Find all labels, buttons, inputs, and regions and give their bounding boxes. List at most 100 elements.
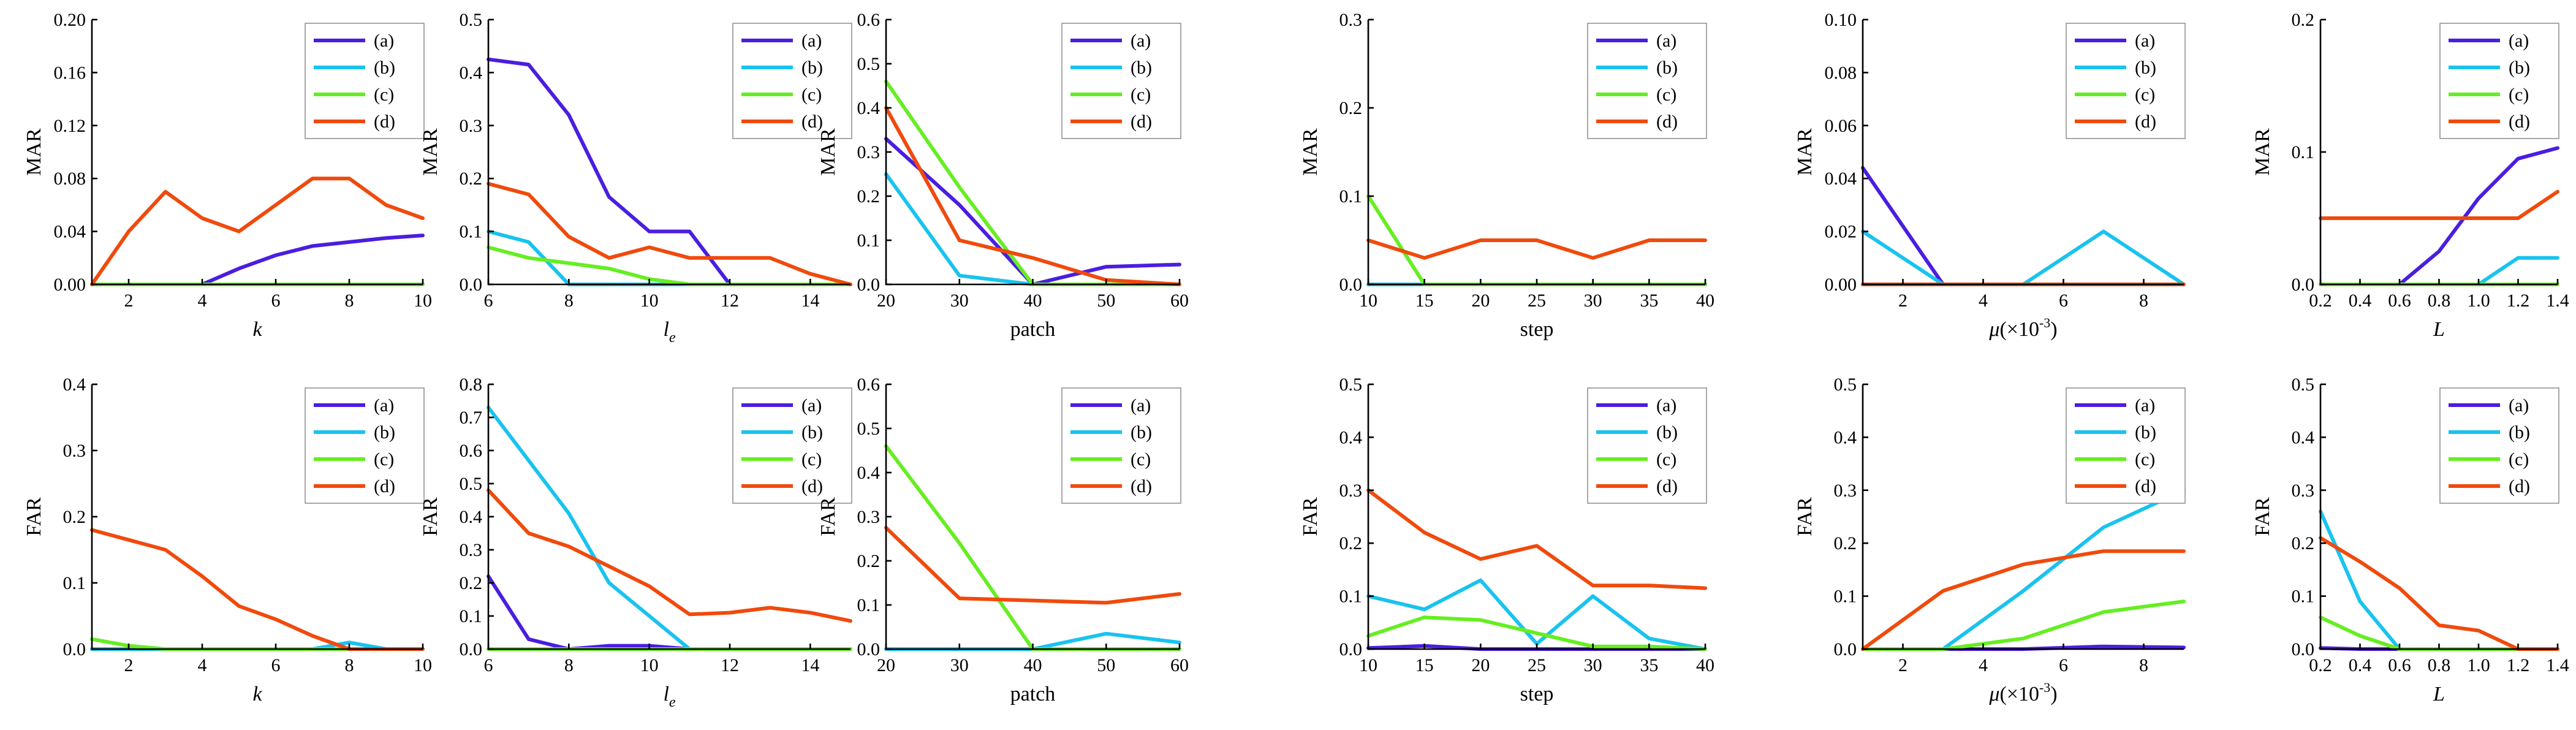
legend-label-c: (c) [2135, 449, 2155, 470]
y-tick-label: 0.04 [54, 222, 86, 242]
legend-label-c: (c) [374, 85, 394, 105]
y-axis-label: FAR [2251, 497, 2274, 536]
legend-label-d: (d) [374, 476, 395, 496]
y-tick-label: 0.1 [1834, 587, 1857, 607]
legend-label-b: (b) [2509, 58, 2530, 78]
legend-box [305, 387, 425, 504]
y-tick-label: 0.3 [1834, 481, 1857, 501]
x-axis-label: step [1520, 318, 1554, 341]
x-tick-label: 4 [198, 655, 207, 675]
y-tick-label: 0.0 [1339, 275, 1363, 295]
series-line-d [487, 488, 852, 623]
y-tick-label: 0.06 [1825, 116, 1857, 136]
y-tick-label: 0.5 [857, 54, 881, 74]
x-tick-label: 6 [484, 291, 493, 311]
x-tick-label: 8 [564, 291, 574, 311]
chart-3: 20 30 40 50 60 0.0 0.1 0.2 0.3 0.4 0.5 0.6 MAR patch (… [817, 10, 1189, 341]
series-line-a [884, 137, 1181, 286]
y-tick-label: 0.5 [460, 10, 483, 30]
legend-label-b: (b) [2135, 422, 2156, 443]
legend: (a) (b) (c) (d) [2439, 23, 2559, 139]
x-tick-label: 8 [2139, 291, 2148, 311]
legend-label-d: (d) [1656, 112, 1678, 132]
y-tick-label: 0.1 [857, 595, 881, 615]
y-tick-label: 0.6 [460, 441, 483, 461]
y-tick-label: 0.2 [857, 186, 881, 207]
series-line-b [1366, 578, 1707, 651]
legend-label-c: (c) [374, 449, 394, 470]
x-tick-label: 40 [1696, 291, 1714, 311]
y-tick-label: 0.0 [460, 639, 483, 660]
x-tick-label: 10 [1359, 655, 1377, 675]
x-tick-label: 6 [271, 291, 281, 311]
legend-box [1061, 23, 1181, 139]
x-tick-label: 0.8 [2428, 655, 2451, 675]
y-tick-label: 0.08 [1825, 63, 1857, 83]
y-tick-label: 0.1 [857, 230, 881, 251]
x-tick-label: 60 [1170, 655, 1189, 675]
y-tick-label: 0.1 [460, 222, 483, 242]
legend-label-a: (a) [2135, 395, 2155, 416]
y-tick-label: 0.00 [54, 275, 86, 295]
legend-label-a: (a) [1656, 395, 1676, 416]
x-tick-label: 60 [1170, 291, 1189, 311]
x-axis-label: le [663, 318, 675, 346]
y-axis-label: FAR [23, 497, 45, 536]
x-tick-label: 50 [1097, 291, 1115, 311]
legend-box [2439, 23, 2559, 139]
y-tick-label: 0.4 [1339, 427, 1363, 447]
x-tick-label: 0.2 [2309, 291, 2332, 311]
chart-2: 6 8 10 12 14 0.0 0.1 0.2 0.3 0.4 0.5 MAR le (a) (b) (c)… [419, 10, 852, 346]
x-tick-label: 0.4 [2349, 655, 2372, 675]
x-tick-label: 12 [721, 655, 739, 675]
legend: (a) (b) (c) (d) [2066, 23, 2186, 139]
x-tick-label: 10 [640, 291, 659, 311]
x-tick-label: 1.0 [2467, 655, 2490, 675]
y-tick-label: 0.2 [1834, 533, 1857, 553]
x-tick-label: 6 [2059, 291, 2068, 311]
chart-11: 2 4 6 80.00.10.20.30.40.5FARμ(×10-3)(a)(b)(… [1794, 375, 2186, 705]
y-tick-label: 0.0 [460, 275, 483, 295]
y-tick-label: 0.0 [2292, 639, 2315, 660]
legend-label-d: (d) [1656, 476, 1678, 496]
x-tick-label: 0.6 [2388, 655, 2411, 675]
x-tick-label: 8 [2139, 655, 2148, 675]
y-tick-label: 0.08 [54, 169, 86, 189]
legend-label-a: (a) [1131, 31, 1151, 51]
y-tick-label: 0.2 [2292, 10, 2315, 30]
y-tick-label: 0.4 [2292, 427, 2315, 447]
y-tick-label: 0.2 [1339, 98, 1363, 118]
y-tick-label: 0.16 [54, 63, 86, 83]
y-tick-label: 0.4 [460, 507, 483, 527]
legend-label-d: (d) [801, 112, 823, 132]
y-axis-label: FAR [1299, 497, 1322, 536]
y-axis-label: MAR [817, 128, 839, 176]
legend-label-a: (a) [801, 31, 822, 51]
legend-label-d: (d) [2509, 476, 2530, 496]
x-tick-label: 0.4 [2349, 291, 2372, 311]
x-tick-label: 8 [564, 655, 574, 675]
legend-label-c: (c) [2135, 85, 2155, 105]
x-axis-label: le [663, 683, 675, 710]
x-tick-label: 1.2 [2507, 291, 2530, 311]
x-tick-label: 30 [950, 655, 969, 675]
legend-label-a: (a) [2135, 31, 2155, 51]
legend-label-d: (d) [2135, 112, 2156, 132]
x-tick-label: 14 [801, 655, 819, 675]
x-tick-label: 40 [1024, 291, 1042, 311]
y-tick-label: 0.3 [63, 441, 86, 461]
y-tick-label: 0.2 [1339, 533, 1363, 553]
legend-label-d: (d) [2509, 112, 2530, 132]
x-tick-label: 40 [1024, 655, 1042, 675]
x-axis-label: L [2433, 318, 2445, 341]
y-tick-label: 0.3 [460, 116, 483, 136]
x-tick-label: 1.4 [2546, 291, 2569, 311]
x-tick-label: 0.6 [2388, 291, 2411, 311]
series-line-b [1861, 488, 2186, 651]
y-tick-label: 0.1 [2292, 142, 2315, 162]
y-tick-label: 0.2 [2292, 533, 2315, 553]
series-line-d [884, 526, 1181, 605]
legend-label-b: (b) [374, 422, 395, 443]
legend-label-c: (c) [1131, 85, 1151, 105]
